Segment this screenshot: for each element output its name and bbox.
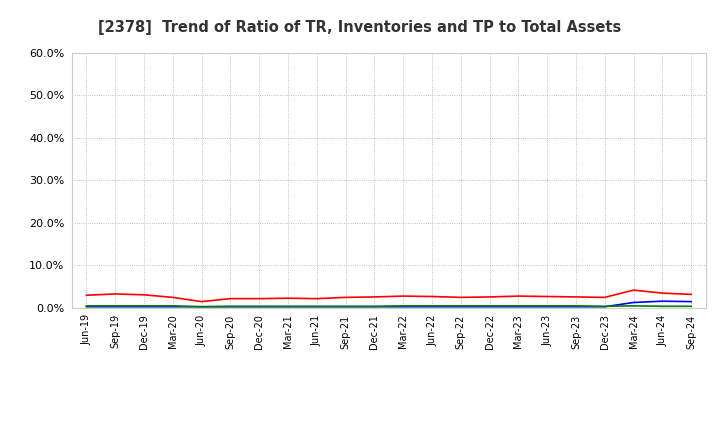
Inventories <box>284 304 292 309</box>
Text: [2378]  Trend of Ratio of TR, Inventories and TP to Total Assets: [2378] Trend of Ratio of TR, Inventories… <box>99 20 621 35</box>
Line: Inventories: Inventories <box>86 301 691 307</box>
Inventories <box>140 304 148 309</box>
Trade Receivables <box>168 295 177 300</box>
Inventories <box>543 304 552 309</box>
Inventories <box>82 304 91 309</box>
Inventories <box>687 299 696 304</box>
Trade Receivables <box>140 292 148 297</box>
Trade Payables <box>485 303 494 308</box>
Trade Receivables <box>687 292 696 297</box>
Trade Payables <box>197 304 206 309</box>
Trade Receivables <box>399 293 408 299</box>
Trade Payables <box>312 304 321 309</box>
Trade Payables <box>543 303 552 308</box>
Trade Receivables <box>197 299 206 304</box>
Trade Receivables <box>82 293 91 298</box>
Inventories <box>341 304 350 309</box>
Trade Payables <box>687 304 696 309</box>
Trade Receivables <box>341 295 350 300</box>
Inventories <box>572 304 580 309</box>
Trade Receivables <box>226 296 235 301</box>
Line: Trade Payables: Trade Payables <box>86 306 691 307</box>
Trade Payables <box>226 304 235 309</box>
Trade Payables <box>111 303 120 308</box>
Inventories <box>312 304 321 309</box>
Inventories <box>600 304 609 309</box>
Inventories <box>629 300 638 305</box>
Inventories <box>255 304 264 309</box>
Trade Payables <box>514 303 523 308</box>
Trade Payables <box>572 303 580 308</box>
Trade Receivables <box>284 296 292 301</box>
Inventories <box>456 304 465 309</box>
Trade Receivables <box>111 291 120 297</box>
Trade Receivables <box>456 295 465 300</box>
Line: Trade Receivables: Trade Receivables <box>86 290 691 302</box>
Inventories <box>111 304 120 309</box>
Trade Payables <box>168 303 177 308</box>
Trade Payables <box>658 304 667 309</box>
Trade Receivables <box>629 287 638 293</box>
Inventories <box>658 299 667 304</box>
Trade Payables <box>341 304 350 309</box>
Trade Payables <box>629 303 638 308</box>
Trade Payables <box>399 303 408 308</box>
Inventories <box>370 304 379 309</box>
Inventories <box>428 304 436 309</box>
Inventories <box>197 304 206 309</box>
Trade Payables <box>140 303 148 308</box>
Trade Receivables <box>255 296 264 301</box>
Trade Receivables <box>370 294 379 300</box>
Inventories <box>168 304 177 309</box>
Trade Payables <box>428 303 436 308</box>
Trade Receivables <box>514 293 523 299</box>
Inventories <box>399 304 408 309</box>
Inventories <box>226 304 235 309</box>
Trade Receivables <box>658 290 667 296</box>
Trade Receivables <box>572 294 580 300</box>
Trade Payables <box>456 303 465 308</box>
Trade Payables <box>284 304 292 309</box>
Trade Receivables <box>312 296 321 301</box>
Trade Receivables <box>428 294 436 299</box>
Trade Receivables <box>543 294 552 299</box>
Trade Payables <box>255 304 264 309</box>
Trade Payables <box>370 304 379 309</box>
Trade Receivables <box>485 294 494 300</box>
Trade Payables <box>600 304 609 309</box>
Trade Payables <box>82 303 91 308</box>
Trade Receivables <box>600 295 609 300</box>
Inventories <box>514 304 523 309</box>
Inventories <box>485 304 494 309</box>
